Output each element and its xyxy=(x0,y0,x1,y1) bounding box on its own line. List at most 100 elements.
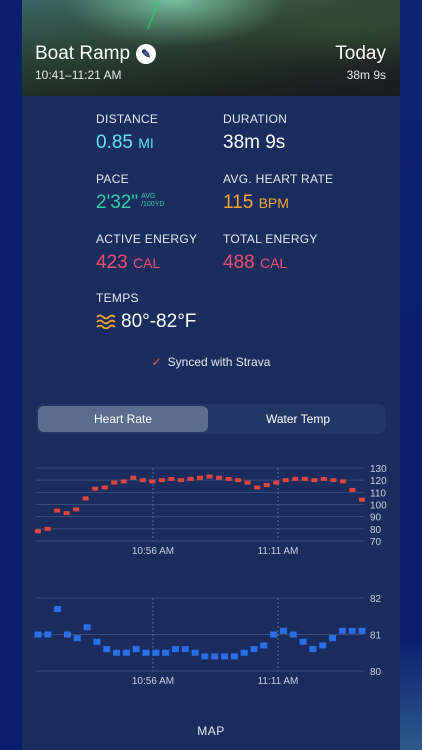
data-point xyxy=(83,624,91,631)
data-point xyxy=(73,635,81,642)
data-point xyxy=(338,627,346,634)
sync-status: ✓ Synced with Strava xyxy=(22,355,400,369)
y-tick-label: 70 xyxy=(370,537,382,548)
total-energy-value: 488 xyxy=(223,252,255,273)
data-point xyxy=(309,646,317,653)
map-thumbnail[interactable] xyxy=(22,0,400,96)
data-point xyxy=(113,649,121,656)
x-tick-label: 10:56 AM xyxy=(132,676,174,687)
map-link[interactable]: MAP xyxy=(197,724,225,738)
stat-label: PACE xyxy=(96,172,129,186)
y-tick-label: 130 xyxy=(370,464,387,475)
data-point xyxy=(181,646,189,653)
stat-total-energy: TOTAL ENERGY 488 CAL xyxy=(223,232,318,274)
data-point xyxy=(63,631,71,638)
stat-temps: TEMPS 80°-82°F xyxy=(96,291,196,333)
tab-water-temp[interactable]: Water Temp xyxy=(265,412,331,426)
heart-rate-unit: BPM xyxy=(258,195,289,211)
active-energy-value: 423 xyxy=(96,252,128,273)
data-point xyxy=(260,642,268,649)
data-point xyxy=(152,649,160,656)
x-tick-label: 11:11 AM xyxy=(258,546,299,557)
data-point xyxy=(177,478,184,483)
data-point xyxy=(35,529,41,534)
data-point xyxy=(73,507,80,512)
data-point xyxy=(54,508,61,513)
data-point xyxy=(201,653,209,660)
pace-unit: /100YD xyxy=(141,201,165,208)
stat-label: AVG. HEART RATE xyxy=(223,172,334,186)
data-point xyxy=(230,653,238,660)
data-point xyxy=(101,485,108,490)
data-point xyxy=(240,649,248,656)
tab-heart-rate[interactable]: Heart Rate xyxy=(38,406,208,432)
total-energy-unit: CAL xyxy=(259,255,288,271)
edit-icon[interactable]: ✎ xyxy=(136,44,156,64)
data-point xyxy=(359,497,365,502)
y-tick-label: 110 xyxy=(370,488,386,499)
data-point xyxy=(216,475,223,480)
data-point xyxy=(187,476,194,481)
active-energy-unit: CAL xyxy=(132,255,161,271)
data-point xyxy=(191,649,199,656)
data-point xyxy=(225,476,232,481)
data-point xyxy=(149,479,156,484)
data-point xyxy=(221,653,229,660)
data-point xyxy=(197,475,203,480)
stat-label: TOTAL ENERGY xyxy=(223,232,318,246)
stat-active-energy: ACTIVE ENERGY 423 CAL xyxy=(96,232,197,274)
data-point xyxy=(211,653,219,660)
time-range: 10:41–11:21 AM xyxy=(35,68,122,82)
y-tick-label: 90 xyxy=(370,513,382,524)
data-point xyxy=(162,649,170,656)
pace-value: 2'32" xyxy=(96,192,139,213)
workout-day: Today xyxy=(335,43,386,64)
data-point xyxy=(132,646,140,653)
y-tick-label: 80 xyxy=(370,525,382,536)
data-point xyxy=(111,480,118,485)
data-point xyxy=(311,478,318,483)
data-point xyxy=(122,649,130,656)
data-point xyxy=(282,478,289,483)
data-point xyxy=(301,476,308,481)
water-temp-chart: 82 81 80 10:56 AM 11:11 AM xyxy=(34,594,382,687)
stat-duration: DURATION 38m 9s xyxy=(223,112,287,154)
data-point xyxy=(279,627,287,634)
stat-label: DISTANCE xyxy=(96,112,159,126)
data-point xyxy=(34,631,42,638)
header-duration: 38m 9s xyxy=(346,68,386,82)
data-point xyxy=(254,485,261,490)
stat-label: DURATION xyxy=(223,112,288,126)
data-point xyxy=(158,478,165,483)
data-point xyxy=(139,478,146,483)
y-tick-label: 82 xyxy=(370,594,382,605)
data-point xyxy=(329,635,337,642)
y-tick-label: 100 xyxy=(370,501,387,512)
data-point xyxy=(349,487,356,492)
background-map-edge xyxy=(398,0,422,750)
pace-avg-label: AVG xyxy=(141,193,156,200)
data-point xyxy=(273,480,280,485)
data-point xyxy=(130,475,137,480)
temps-value: 80°-82°F xyxy=(121,311,197,332)
data-point xyxy=(263,483,270,488)
data-point xyxy=(330,478,337,483)
stat-heart-rate: AVG. HEART RATE 115 BPM xyxy=(223,172,333,214)
x-tick-label: 11:11 AM xyxy=(258,676,299,687)
data-point xyxy=(320,476,327,481)
data-point xyxy=(44,526,51,531)
data-point xyxy=(92,486,99,491)
y-tick-label: 80 xyxy=(370,667,382,678)
workout-detail-panel: Boat Ramp ✎ 10:41–11:21 AM Today 38m 9s … xyxy=(22,0,400,750)
data-point xyxy=(235,478,242,483)
stat-label: TEMPS xyxy=(96,291,139,305)
check-icon: ✓ xyxy=(151,355,162,369)
heart-rate-value: 115 xyxy=(223,192,254,213)
data-point xyxy=(250,646,258,653)
data-point xyxy=(206,474,213,479)
data-point xyxy=(120,479,127,484)
data-point xyxy=(358,627,366,634)
data-point xyxy=(171,646,179,653)
background xyxy=(0,0,22,750)
chart-type-segmented-control: Heart Rate Water Temp xyxy=(36,404,386,434)
